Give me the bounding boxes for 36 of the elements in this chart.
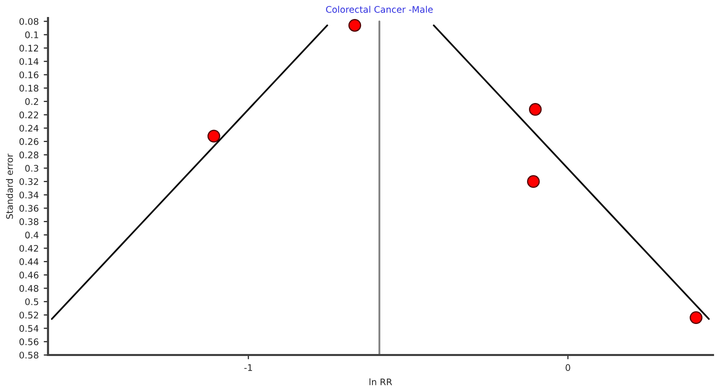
y-tick-label: 0.4: [25, 232, 38, 238]
y-tick-label: 0.08: [19, 18, 38, 25]
x-axis-title: ln RR: [370, 378, 392, 386]
point: [690, 311, 702, 324]
y-tick-label: 0.1: [25, 31, 38, 38]
point: [527, 175, 540, 188]
y-tick-label: 0.26: [19, 138, 38, 146]
y-tick-label: 0.32: [19, 178, 38, 186]
y-tick-label: 0.38: [19, 218, 38, 226]
chart-title: Colorectal Cancer -Male: [326, 6, 433, 13]
y-tick-label: 0.16: [19, 71, 38, 78]
y-tick-label: 0.52: [19, 312, 38, 319]
y-tick-label: 0.12: [19, 44, 38, 52]
y-tick-label: 0.42: [19, 244, 38, 252]
y-tick-label: 0.14: [19, 58, 38, 65]
y-axis-title: Standard error: [6, 154, 13, 219]
y-tick-label: 0.2: [25, 98, 38, 105]
point: [207, 130, 220, 142]
y-tick-label: 0.44: [19, 258, 38, 266]
y-tick-label: 0.22: [19, 111, 38, 118]
y-tick-label: 0.28: [19, 152, 38, 158]
y-tick-label: 0.36: [19, 204, 38, 212]
y-tick-label: 0.5: [25, 298, 38, 306]
y-tick-label: 0.54: [19, 325, 38, 332]
y-tick-label: 0.48: [19, 284, 38, 292]
y-tick-label: 0.46: [19, 272, 38, 278]
point: [528, 103, 542, 116]
point: [348, 18, 362, 32]
y-tick-label: 0.3: [25, 164, 38, 172]
y-tick-label: 0.18: [19, 84, 38, 92]
y-tick-label: 0.58: [19, 352, 38, 359]
y-tick-label: 0.24: [19, 124, 38, 132]
y-tick-label: 0.34: [19, 192, 38, 198]
x-tick-label: -1: [244, 364, 252, 371]
x-tick-label: 0: [566, 364, 570, 372]
y-tick-label: 0.56: [19, 338, 38, 346]
